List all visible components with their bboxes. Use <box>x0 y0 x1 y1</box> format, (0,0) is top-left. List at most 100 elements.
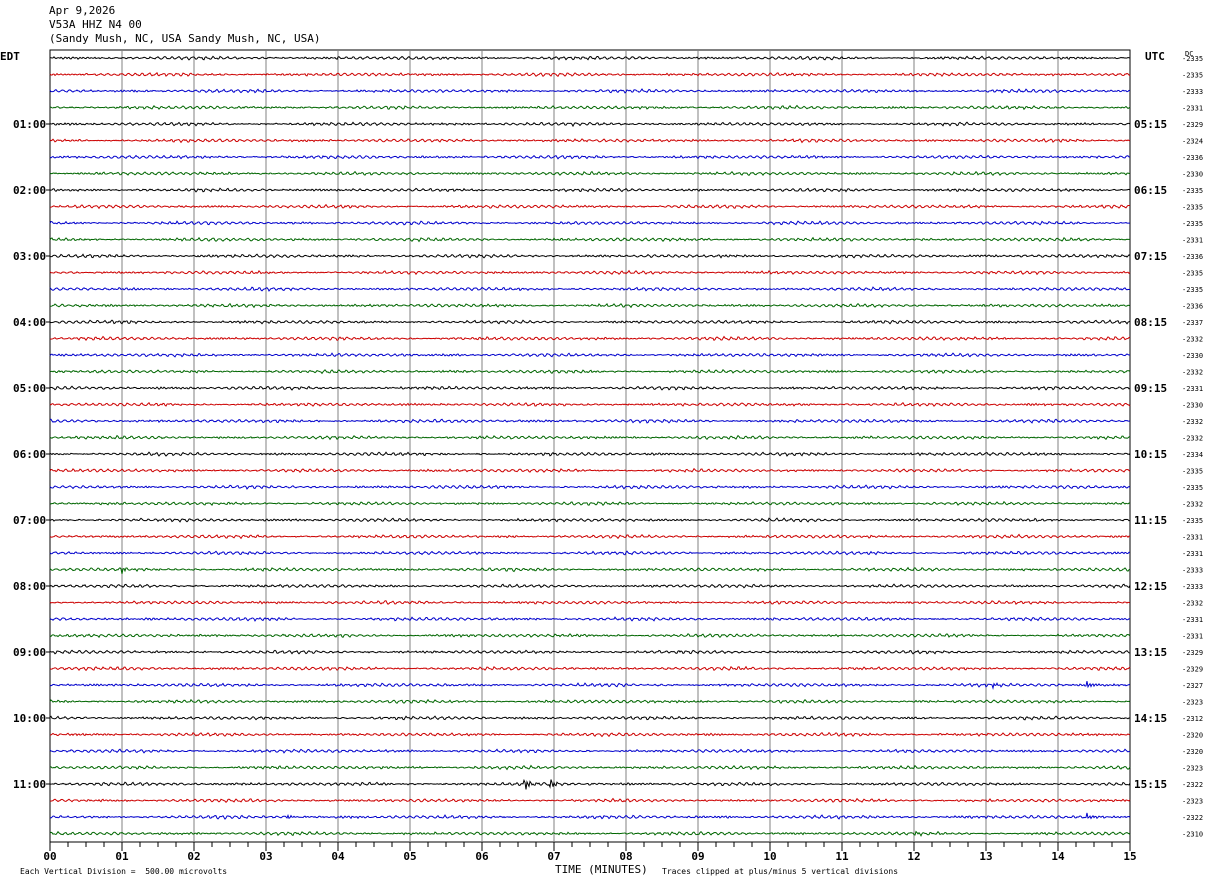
right-hour-label: 07:15 <box>1134 250 1167 263</box>
trace-line <box>49 385 1131 391</box>
dc-offset-label: -2333 <box>1182 567 1203 575</box>
trace-line <box>49 302 1131 309</box>
dc-offset-label: -2329 <box>1182 121 1203 129</box>
dc-offset-label: -2336 <box>1182 154 1203 162</box>
x-tick-label: 08 <box>619 850 632 863</box>
trace-line <box>49 616 1131 622</box>
right-timezone-label: UTC <box>1145 50 1165 63</box>
dc-offset-label: -2335 <box>1182 270 1203 278</box>
dc-offset-label: -2330 <box>1182 352 1203 360</box>
dc-offset-label: -2332 <box>1182 600 1203 608</box>
dc-offset-label: -2337 <box>1182 319 1203 327</box>
plot-frame <box>49 49 1131 843</box>
dc-offset-label: -2335 <box>1182 286 1203 294</box>
dc-offset-label: -2322 <box>1182 781 1203 789</box>
trace-line <box>49 681 1131 691</box>
trace-line <box>49 566 1131 575</box>
right-hour-label: 06:15 <box>1134 184 1167 197</box>
right-hour-label: 05:15 <box>1134 118 1167 131</box>
trace-line <box>49 748 1131 754</box>
dc-offset-label: -2335 <box>1182 204 1203 212</box>
trace-line <box>49 451 1131 457</box>
dc-offset-label: -2329 <box>1182 649 1203 657</box>
trace-line <box>49 319 1131 325</box>
trace-line <box>49 517 1131 523</box>
dc-offset-label: -2333 <box>1182 88 1203 96</box>
trace-line <box>49 484 1131 490</box>
dc-offset-label: -2332 <box>1182 369 1203 377</box>
dc-offset-label: -2333 <box>1182 583 1203 591</box>
trace-line <box>49 121 1131 128</box>
x-tick-label: 07 <box>547 850 560 863</box>
trace-line <box>49 533 1131 540</box>
x-tick-label: 15 <box>1123 850 1136 863</box>
dc-offset-label: -2331 <box>1182 633 1203 641</box>
trace-line <box>49 778 1131 790</box>
dc-offset-label: -2331 <box>1182 534 1203 542</box>
dc-offset-label: -2332 <box>1182 435 1203 443</box>
dc-offset-label: -2331 <box>1182 616 1203 624</box>
right-hour-label: 08:15 <box>1134 316 1167 329</box>
trace-line <box>49 418 1131 424</box>
left-hour-label: 08:00 <box>13 580 46 593</box>
dc-offset-label: -2322 <box>1182 814 1203 822</box>
right-hour-label: 12:15 <box>1134 580 1167 593</box>
clip-note: Traces clipped at plus/minus 5 vertical … <box>662 867 899 876</box>
right-hour-label: 13:15 <box>1134 646 1167 659</box>
trace-line <box>49 583 1131 589</box>
trace-line <box>49 731 1131 738</box>
trace-line <box>49 550 1131 556</box>
dc-offset-label: -2330 <box>1182 402 1203 410</box>
dc-offset-label: -2331 <box>1182 237 1203 245</box>
left-hour-label: 09:00 <box>13 646 46 659</box>
left-hour-label: 02:00 <box>13 184 46 197</box>
scale-note: Each Vertical Division = 500.00 microvol… <box>20 867 228 876</box>
trace-line <box>49 812 1131 820</box>
dc-offset-label: -2335 <box>1182 484 1203 492</box>
trace-line <box>49 830 1131 837</box>
x-tick-label: 10 <box>763 850 776 863</box>
left-hour-label: 03:00 <box>13 250 46 263</box>
left-hour-label: 05:00 <box>13 382 46 395</box>
trace-line <box>49 236 1131 243</box>
dc-offset-header: DC <box>1185 50 1194 58</box>
x-tick-label: 03 <box>259 850 272 863</box>
trace-line <box>49 600 1131 605</box>
trace-line <box>49 335 1131 342</box>
station-id: V53A HHZ N4 00 <box>49 18 142 31</box>
dc-offset-label: -2330 <box>1182 171 1203 179</box>
left-hour-label: 10:00 <box>13 712 46 725</box>
right-hour-label: 09:15 <box>1134 382 1167 395</box>
dc-offset-label: -2331 <box>1182 385 1203 393</box>
left-hour-label: 07:00 <box>13 514 46 527</box>
trace-line <box>49 369 1131 375</box>
trace-line <box>49 797 1131 803</box>
trace-line <box>49 203 1131 210</box>
trace-line <box>49 55 1131 61</box>
dc-offset-label: -2323 <box>1182 765 1203 773</box>
x-tick-label: 09 <box>691 850 704 863</box>
trace-line <box>49 269 1131 276</box>
dc-offset-label: -2332 <box>1182 418 1203 426</box>
dc-offset-label: -2336 <box>1182 303 1203 311</box>
dc-offset-label: -2332 <box>1182 501 1203 509</box>
station-location: (Sandy Mush, NC, USA Sandy Mush, NC, USA… <box>49 32 321 45</box>
dc-offset-label: -2310 <box>1182 831 1203 839</box>
dc-offset-label: -2323 <box>1182 798 1203 806</box>
dc-offset-label: -2324 <box>1182 138 1203 146</box>
dc-offset-label: -2335 <box>1182 55 1203 63</box>
dc-offset-label: -2336 <box>1182 253 1203 261</box>
dc-offset-label: -2327 <box>1182 682 1203 690</box>
left-hour-label: 06:00 <box>13 448 46 461</box>
trace-line <box>49 401 1131 407</box>
dc-offset-label: -2312 <box>1182 715 1203 723</box>
right-hour-label: 15:15 <box>1134 778 1167 791</box>
x-tick-label: 06 <box>475 850 489 863</box>
dc-offset-label: -2331 <box>1182 105 1203 113</box>
right-hour-label: 14:15 <box>1134 712 1167 725</box>
trace-line <box>49 154 1131 160</box>
trace-line <box>49 665 1131 672</box>
x-tick-label: 00 <box>43 850 56 863</box>
dc-offset-label: -2329 <box>1182 666 1203 674</box>
x-axis-title: TIME (MINUTES) <box>555 863 648 876</box>
